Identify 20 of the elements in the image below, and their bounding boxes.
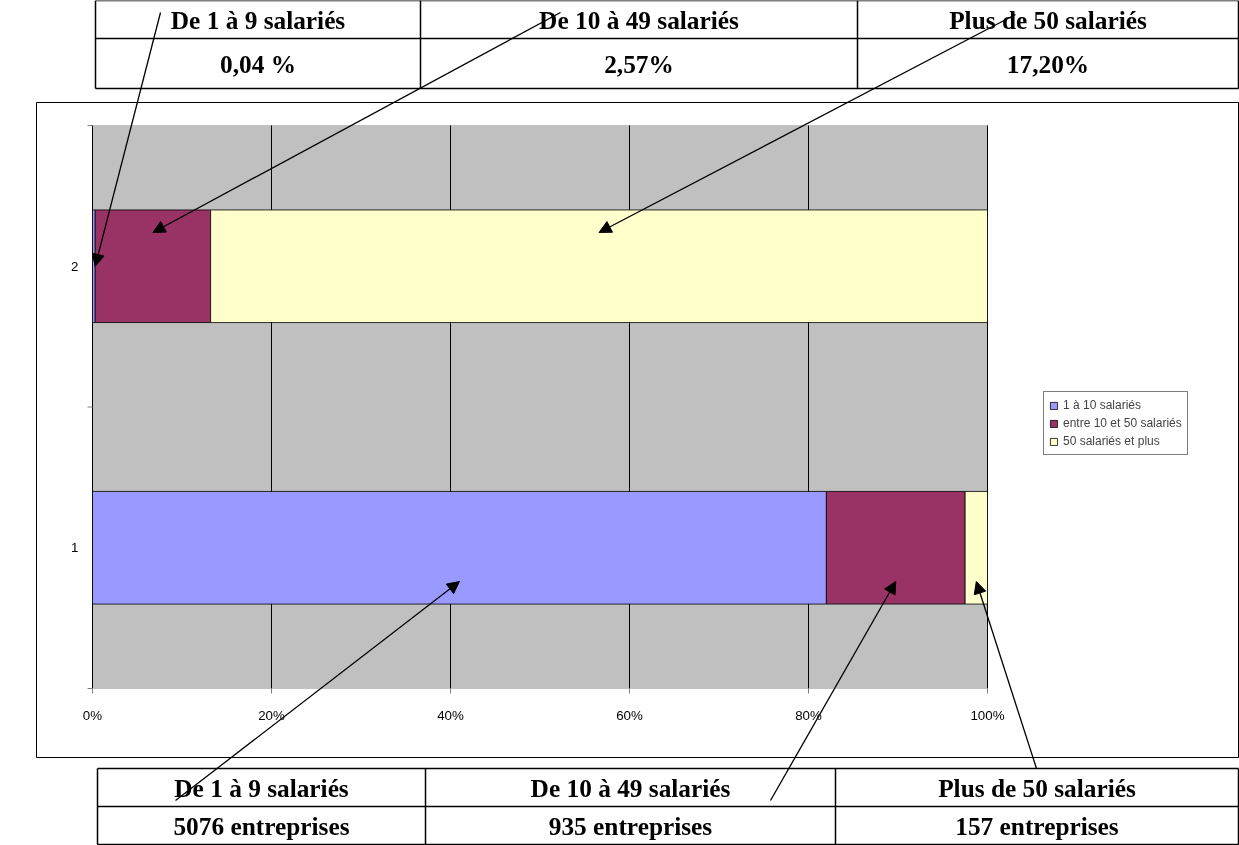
x-tick-label: 0% [82, 708, 103, 723]
legend-label: 1 à 10 salariés [1063, 397, 1142, 413]
x-tick-label: 100% [970, 708, 1005, 723]
y-tick-label: 1 [71, 540, 79, 556]
text: 5076 entreprises [173, 811, 350, 840]
text: 2,57% [604, 49, 674, 78]
legend-label: entre 10 et 50 salariés [1063, 415, 1182, 431]
legend-label: 50 salariés et plus [1063, 433, 1160, 449]
x-tick-label: 60% [616, 708, 643, 723]
text: Plus de 50 salariés [938, 773, 1136, 802]
y-tick-label: 2 [71, 258, 79, 274]
annotation: De 1 à 9 salariés [170, 5, 346, 34]
text: 17,20% [1006, 49, 1090, 78]
x-tick-label: 20% [258, 708, 285, 723]
text: 0,04 % [220, 49, 296, 78]
text: 935 entreprises [548, 811, 713, 840]
text: Plus de 50 salariés [949, 5, 1147, 34]
text: De 10 à 49 salariés [530, 773, 731, 802]
x-tick-label: 40% [437, 708, 464, 723]
text: 157 entreprises [955, 811, 1119, 840]
